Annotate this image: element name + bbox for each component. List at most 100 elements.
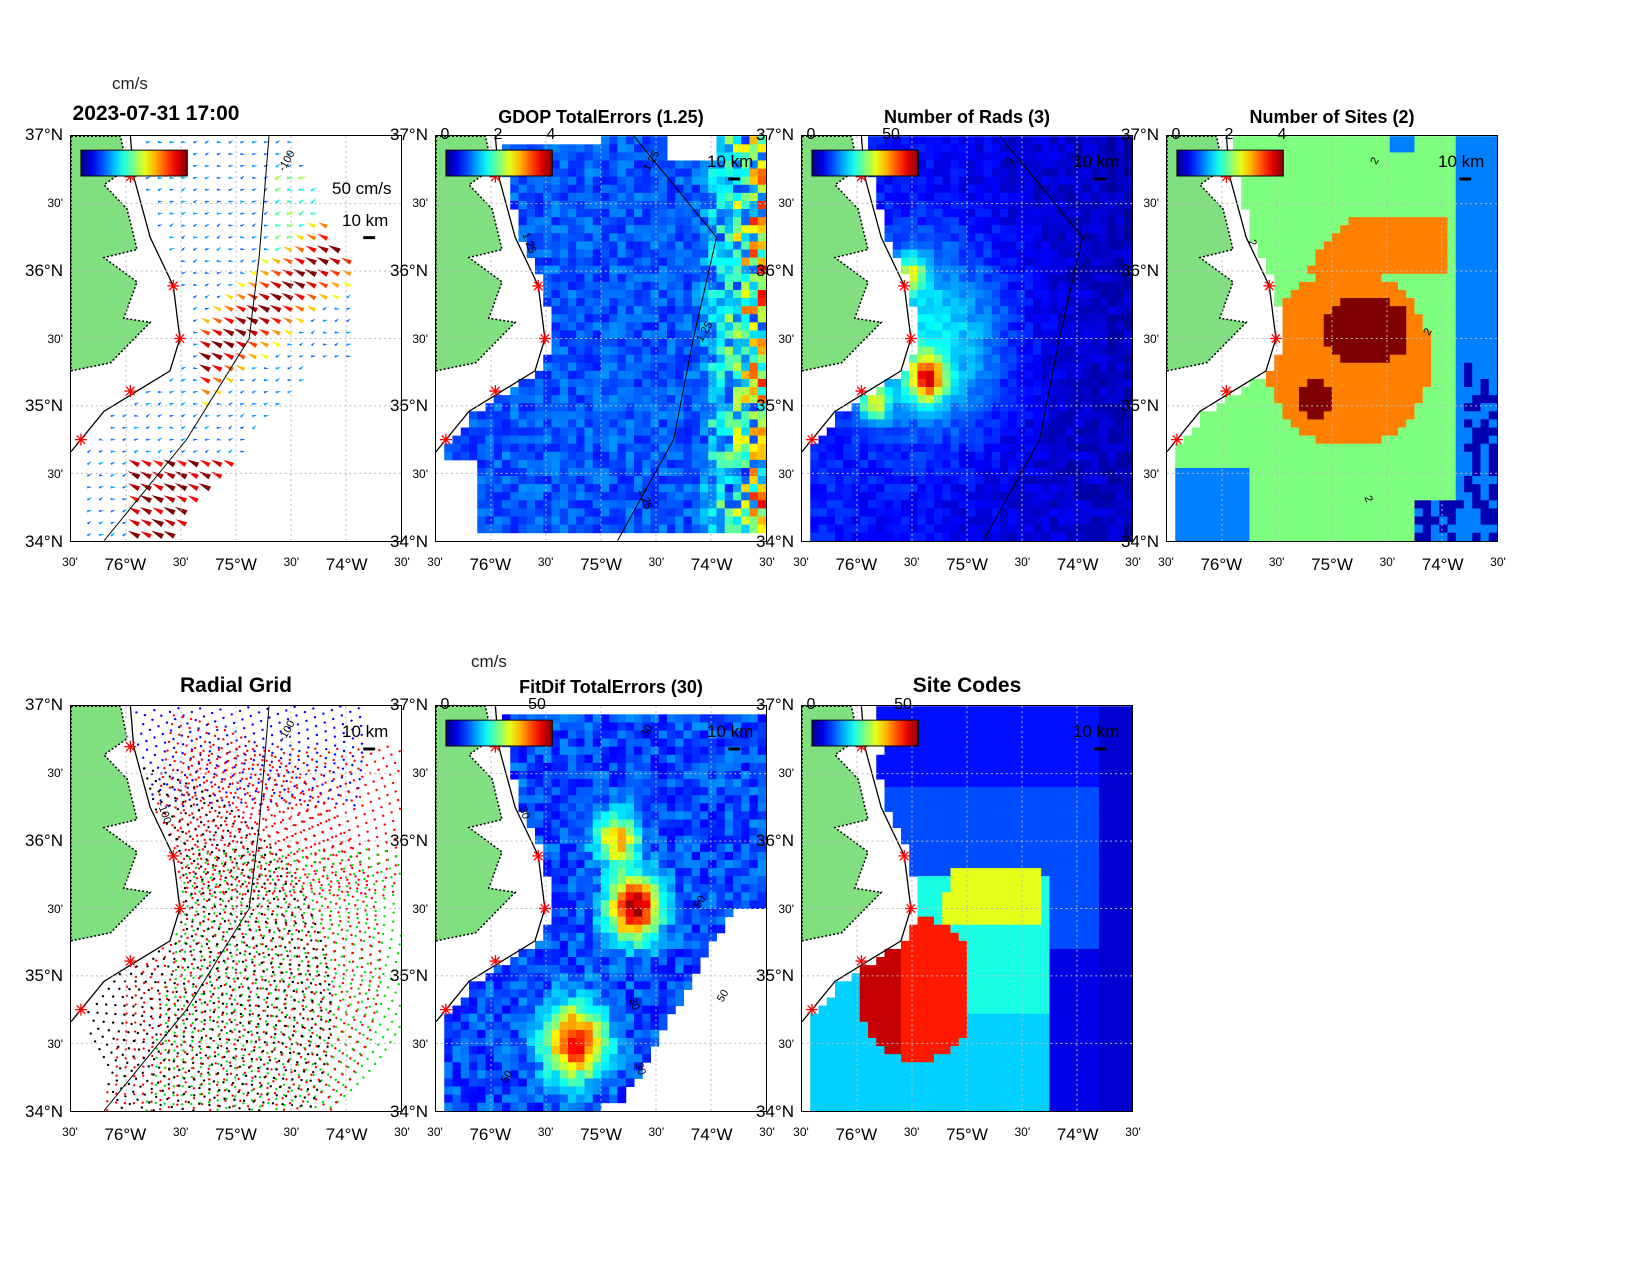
data-cell [477,484,486,493]
data-cell [1381,435,1391,445]
current-vector [228,236,234,239]
data-cell [958,217,968,226]
data-cell [1082,476,1092,485]
data-cell [950,152,960,161]
data-cell [1439,362,1448,372]
data-cell [724,451,734,461]
data-cell [543,467,552,477]
data-cell [741,281,750,291]
data-cell [991,168,1001,178]
data-cell [1422,136,1432,145]
data-cell [658,459,668,469]
data-cell [1057,257,1067,267]
data-cell [1024,314,1034,323]
data-cell [934,346,943,356]
data-cell [934,467,943,477]
data-cell [975,314,984,323]
data-cell [1299,298,1308,307]
data-cell [1123,427,1132,437]
data-cell [1115,524,1125,534]
data-cell [716,451,726,461]
data-cell [1200,467,1209,477]
data-cell [950,192,960,202]
data-cell [683,209,693,218]
data-cell [601,346,610,356]
data-cell [1099,435,1108,445]
data-cell [650,395,660,404]
current-vector [234,340,246,349]
data-cell [958,306,968,315]
data-cell [584,176,594,186]
data-cell [667,354,676,364]
data-cell [1414,435,1424,445]
data-cell [1107,241,1116,250]
data-cell [642,508,651,517]
data-cell [1332,330,1341,339]
data-cell [1348,330,1358,339]
data-cell [634,209,643,218]
data-cell [1107,500,1116,509]
data-cell [1398,370,1407,380]
data-cell [1099,241,1108,250]
data-cell [601,265,610,275]
data-cell [1439,241,1448,250]
contour-line [617,136,718,541]
data-cell [1074,443,1083,453]
current-vector [222,328,235,337]
data-cell [1340,346,1349,356]
lon-tick-label: 30' [427,555,443,569]
data-cell [675,322,684,331]
data-cell [1016,516,1026,526]
current-vector [193,236,199,239]
data-cell [1447,168,1457,178]
current-vector [271,341,281,348]
data-cell [851,443,861,453]
data-cell [700,443,709,453]
data-cell [700,395,709,404]
data-cell [1323,152,1333,161]
data-cell [1348,136,1358,145]
data-cell [909,354,918,364]
data-cell [1414,136,1424,145]
current-vector [281,305,293,313]
current-vector [204,164,211,168]
data-cell [1307,403,1316,412]
data-cell [1016,144,1026,153]
data-cell [1323,265,1333,275]
data-cell [843,524,852,534]
data-cell [1274,451,1283,461]
lon-tick-label: 30' [283,555,300,569]
data-cell [584,217,594,226]
data-cell [1431,492,1440,501]
data-cell [1099,184,1108,194]
data-cell [958,200,968,210]
data-cell [884,484,894,493]
data-cell [942,200,951,210]
data-cell [1398,484,1407,493]
data-cell [1307,306,1316,315]
data-cell [1447,176,1457,186]
data-cell [1082,338,1092,348]
data-cell [1406,467,1415,477]
data-cell [526,395,536,404]
data-cell [625,476,635,485]
data-cell [1099,484,1108,493]
data-cell [892,484,902,493]
data-cell [1266,257,1275,267]
data-cell [934,281,943,291]
data-cell [1348,298,1358,307]
data-cell [1123,176,1132,186]
data-cell [1439,443,1448,453]
data-cell [625,144,635,153]
data-cell [925,249,935,259]
current-vector [216,246,222,252]
data-cell [1365,241,1374,250]
data-cell [917,136,927,145]
data-cell [1389,306,1399,315]
data-cell [1066,338,1075,348]
lon-tick-label: 74°W [1056,555,1099,574]
data-cell [1082,322,1092,331]
lat-tick-label: 30' [47,467,63,482]
current-vector [263,211,269,216]
data-cell [1373,273,1382,283]
